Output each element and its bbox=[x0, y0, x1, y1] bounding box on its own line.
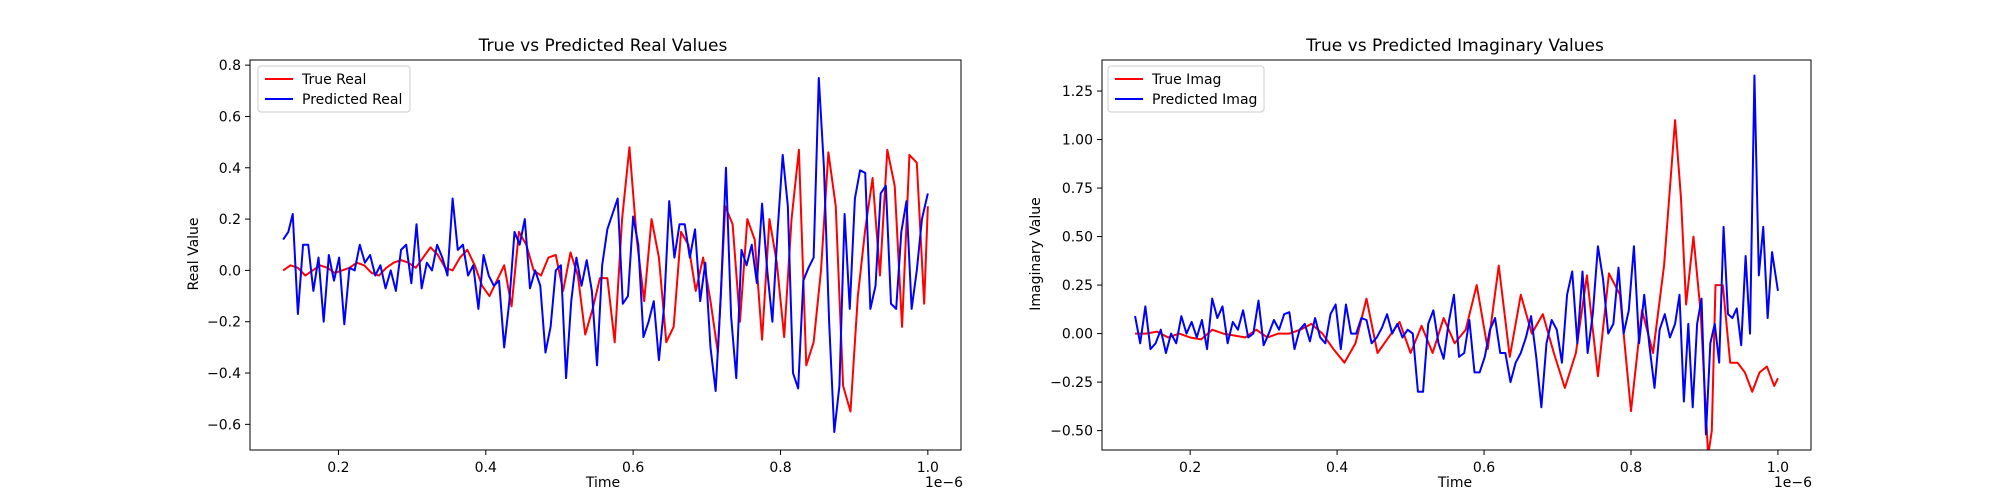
chart-title: True vs Predicted Real Values bbox=[478, 36, 728, 56]
y-tick-label: 0.25 bbox=[1062, 278, 1093, 294]
legend-label-true-imag: True Imag bbox=[1151, 72, 1221, 88]
y-tick-label: −0.25 bbox=[1050, 375, 1093, 391]
x-tick-label: 1.0 bbox=[1767, 460, 1789, 476]
x-axis-label: Time bbox=[585, 475, 620, 491]
x-axis-offset-label: 1e−6 bbox=[925, 475, 963, 491]
legend-label-true-real: True Real bbox=[301, 72, 366, 88]
x-tick-label: 0.6 bbox=[1473, 460, 1495, 476]
plot-frame bbox=[249, 59, 962, 451]
series-line-true-imag bbox=[1135, 119, 1779, 450]
y-tick-label: 0.75 bbox=[1062, 181, 1093, 197]
plot-frame bbox=[1101, 59, 1812, 451]
y-tick-label: 0.6 bbox=[219, 109, 241, 125]
y-tick-label: −0.4 bbox=[207, 366, 241, 382]
y-tick-label: 1.00 bbox=[1062, 133, 1093, 149]
x-tick-label: 0.8 bbox=[769, 460, 791, 476]
y-tick-label: 1.25 bbox=[1062, 84, 1093, 100]
y-tick-label: −0.2 bbox=[207, 315, 241, 331]
legend: True Real Predicted Real bbox=[257, 65, 411, 113]
x-tick-label: 0.8 bbox=[1620, 460, 1642, 476]
legend-label-predicted-imag: Predicted Imag bbox=[1152, 92, 1257, 108]
real-values-chart: True vs Predicted Real Values Time Real … bbox=[186, 36, 963, 491]
series-line-predicted-imag bbox=[1134, 74, 1779, 436]
x-tick-label: 1.0 bbox=[917, 460, 939, 476]
y-tick-label: −0.50 bbox=[1050, 424, 1093, 440]
x-tick-label: 0.6 bbox=[622, 460, 644, 476]
legend: True Imag Predicted Imag bbox=[1107, 65, 1265, 113]
y-tick-label: 0.00 bbox=[1062, 327, 1093, 343]
y-axis-label: Imaginary Value bbox=[1028, 197, 1044, 311]
series-line-true-real bbox=[282, 146, 929, 413]
y-tick-label: −0.6 bbox=[207, 417, 241, 433]
y-axis-label: Real Value bbox=[186, 217, 202, 290]
x-tick-label: 0.4 bbox=[475, 460, 497, 476]
series-line-predicted-real bbox=[282, 76, 929, 434]
legend-box bbox=[257, 65, 411, 113]
legend-box bbox=[1107, 65, 1265, 113]
x-tick-label: 0.4 bbox=[1326, 460, 1348, 476]
y-tick-label: 0.50 bbox=[1062, 230, 1093, 246]
imaginary-values-chart: True vs Predicted Imaginary Values Time … bbox=[1028, 36, 1812, 491]
x-axis-label: Time bbox=[1437, 475, 1472, 491]
y-tick-label: 0.8 bbox=[219, 58, 241, 74]
x-tick-label: 0.2 bbox=[1179, 460, 1201, 476]
y-tick-label: 0.2 bbox=[219, 212, 241, 228]
x-axis-offset-label: 1e−6 bbox=[1774, 475, 1812, 491]
y-tick-label: 0.4 bbox=[219, 161, 241, 177]
chart-title: True vs Predicted Imaginary Values bbox=[1305, 36, 1604, 56]
x-tick-label: 0.2 bbox=[327, 460, 349, 476]
plot-area: 0.2 0.4 0.6 0.8 1.0 −0.50 −0.25 0.00 0.25 0.50 0.7… bbox=[1050, 59, 1812, 476]
legend-label-predicted-real: Predicted Real bbox=[302, 92, 402, 108]
y-tick-label: 0.0 bbox=[219, 263, 241, 279]
plot-area: 0.2 0.4 0.6 0.8 1.0 −0.6 −0.4 −0.2 0.0 0.2 0.4 0.6 0… bbox=[207, 58, 962, 476]
